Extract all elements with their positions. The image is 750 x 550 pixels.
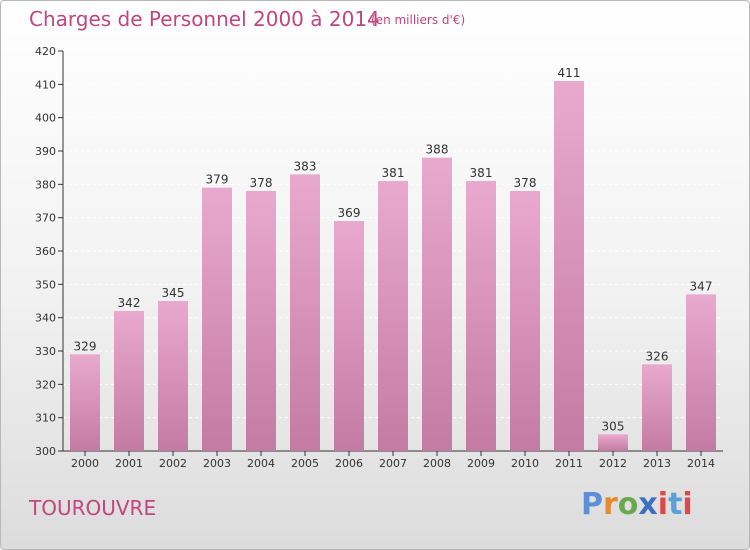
commune-name: TOUROUVRE (29, 496, 157, 520)
x-tick-label: 2004 (247, 457, 275, 470)
x-tick-label: 2007 (379, 457, 407, 470)
bar (554, 81, 584, 451)
data-label: 369 (338, 206, 361, 220)
bar (202, 187, 232, 451)
y-tick-label: 390 (35, 145, 56, 158)
bar (290, 174, 320, 452)
x-tick-label: 2014 (687, 457, 715, 470)
y-tick-label: 360 (35, 245, 56, 258)
data-label: 305 (602, 419, 625, 433)
y-tick-label: 420 (35, 45, 56, 58)
bar (114, 311, 144, 451)
data-label: 378 (250, 176, 273, 190)
x-tick-label: 2013 (643, 457, 671, 470)
x-tick-label: 2003 (203, 457, 231, 470)
proxiti-logo: Proxiti (581, 487, 693, 522)
data-label: 411 (558, 66, 581, 80)
bar (158, 301, 188, 451)
bar (246, 191, 276, 451)
data-label: 347 (690, 279, 713, 293)
bar (642, 364, 672, 451)
chart-subtitle: (en milliers d'€) (371, 13, 466, 27)
x-tick-label: 2001 (115, 457, 143, 470)
data-label: 329 (74, 339, 97, 353)
y-tick-label: 370 (35, 212, 56, 225)
data-label: 345 (162, 286, 185, 300)
x-tick-label: 2012 (599, 457, 627, 470)
bar (70, 354, 100, 451)
x-tick-label: 2002 (159, 457, 187, 470)
data-label: 326 (646, 349, 669, 363)
y-tick-label: 340 (35, 312, 56, 325)
x-tick-label: 2009 (467, 457, 495, 470)
data-label: 383 (294, 159, 317, 173)
y-tick-label: 320 (35, 378, 56, 391)
bar (334, 221, 364, 451)
y-tick-label: 400 (35, 112, 56, 125)
x-tick-label: 2000 (71, 457, 99, 470)
y-tick-label: 310 (35, 412, 56, 425)
y-tick-label: 330 (35, 345, 56, 358)
data-label: 381 (470, 166, 493, 180)
data-label: 342 (118, 296, 141, 310)
x-tick-label: 2010 (511, 457, 539, 470)
bar (686, 294, 716, 451)
bar (378, 181, 408, 451)
data-label: 381 (382, 166, 405, 180)
data-label: 378 (514, 176, 537, 190)
bar (510, 191, 540, 451)
y-tick-label: 410 (35, 78, 56, 91)
x-tick-label: 2011 (555, 457, 583, 470)
x-tick-label: 2008 (423, 457, 451, 470)
bar (466, 181, 496, 451)
x-tick-label: 2005 (291, 457, 319, 470)
x-tick-label: 2006 (335, 457, 363, 470)
y-tick-label: 380 (35, 178, 56, 191)
y-tick-label: 350 (35, 278, 56, 291)
chart-title: Charges de Personnel 2000 à 2014 (29, 7, 380, 31)
bar (422, 157, 452, 451)
y-tick-label: 300 (35, 445, 56, 458)
data-label: 388 (426, 143, 449, 157)
bar (598, 434, 628, 451)
data-label: 379 (206, 173, 229, 187)
